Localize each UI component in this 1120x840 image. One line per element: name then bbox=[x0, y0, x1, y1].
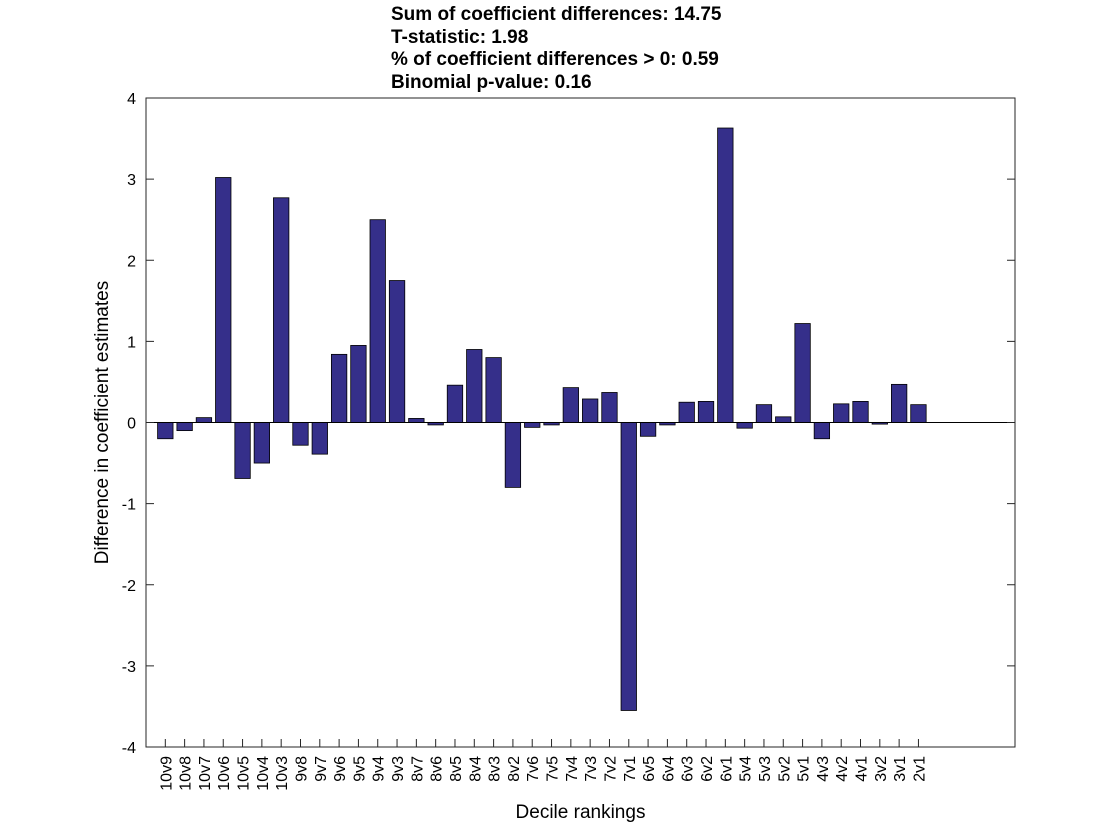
bar-8v2 bbox=[504, 422, 522, 488]
x-tick-label-10v3: 10v3 bbox=[274, 756, 291, 791]
bar-5v1 bbox=[794, 323, 811, 423]
x-tick-label-5v2: 5v2 bbox=[776, 756, 793, 782]
bar-7v6 bbox=[524, 422, 541, 428]
bar-5v3 bbox=[755, 404, 773, 423]
bar-6v5 bbox=[639, 422, 657, 437]
bar-4v1 bbox=[852, 401, 869, 423]
bar-7v4 bbox=[562, 387, 579, 423]
x-tick-label-4v2: 4v2 bbox=[834, 756, 851, 782]
bar-6v1 bbox=[717, 127, 734, 423]
x-tick-label-4v1: 4v1 bbox=[854, 756, 871, 782]
x-tick-label-5v4: 5v4 bbox=[738, 756, 755, 782]
bar-9v3 bbox=[388, 280, 406, 423]
x-tick-label-9v5: 9v5 bbox=[351, 756, 368, 782]
bar-7v2 bbox=[601, 392, 618, 423]
title-line-sum: Sum of coefficient differences: 14.75 bbox=[391, 4, 722, 25]
x-tick-label-7v2: 7v2 bbox=[602, 756, 619, 782]
bar-2v1 bbox=[910, 404, 927, 423]
x-tick-label-5v1: 5v1 bbox=[796, 756, 813, 782]
x-tick-label-8v3: 8v3 bbox=[487, 756, 504, 782]
x-axis-label: Decile rankings bbox=[516, 802, 646, 823]
bar-5v2 bbox=[775, 416, 792, 423]
bar-9v6 bbox=[330, 353, 348, 423]
x-tick-label-6v1: 6v1 bbox=[718, 756, 735, 782]
x-tick-label-7v1: 7v1 bbox=[622, 756, 639, 782]
x-tick-label-9v6: 9v6 bbox=[332, 756, 349, 782]
x-tick-label-9v3: 9v3 bbox=[390, 756, 407, 782]
title-line-percent-positive: % of coefficient differences > 0: 0.59 bbox=[391, 49, 719, 70]
x-tick-label-7v4: 7v4 bbox=[564, 756, 581, 782]
x-tick-label-2v1: 2v1 bbox=[911, 756, 928, 782]
x-tick-label-9v4: 9v4 bbox=[371, 756, 388, 782]
y-tick-label: -2 bbox=[122, 578, 136, 595]
chart-title: Sum of coefficient differences: 14.75 T-… bbox=[391, 4, 722, 93]
bar-7v3 bbox=[582, 398, 599, 423]
bar-10v6 bbox=[215, 177, 232, 423]
bar-5v4 bbox=[736, 422, 753, 429]
y-tick-label: -3 bbox=[122, 659, 136, 676]
x-tick-label-8v6: 8v6 bbox=[429, 756, 446, 782]
bar-8v4 bbox=[466, 349, 483, 423]
x-tick-label-10v7: 10v7 bbox=[197, 756, 214, 791]
x-tick-label-5v3: 5v3 bbox=[757, 756, 774, 782]
bar-8v7 bbox=[408, 418, 425, 423]
bar-10v4 bbox=[253, 422, 270, 464]
x-tick-label-4v3: 4v3 bbox=[815, 756, 832, 782]
y-tick-label: 3 bbox=[127, 172, 136, 189]
x-tick-label-9v8: 9v8 bbox=[293, 756, 310, 782]
x-tick-label-7v6: 7v6 bbox=[525, 756, 542, 782]
bar-9v8 bbox=[292, 422, 309, 446]
bar-9v5 bbox=[350, 345, 367, 423]
x-tick-label-10v5: 10v5 bbox=[236, 756, 253, 791]
bar-10v3 bbox=[273, 197, 290, 423]
bar-7v1 bbox=[620, 422, 637, 711]
y-tick-label: 0 bbox=[127, 416, 136, 433]
x-tick-label-10v9: 10v9 bbox=[158, 756, 175, 791]
x-tick-label-8v7: 8v7 bbox=[409, 756, 426, 782]
bar-10v9 bbox=[157, 422, 174, 440]
y-tick-label: -4 bbox=[122, 740, 136, 757]
x-tick-label-10v6: 10v6 bbox=[216, 756, 233, 791]
bar-10v8 bbox=[176, 422, 193, 432]
bar-6v2 bbox=[697, 401, 715, 423]
y-tick-label: 4 bbox=[127, 91, 136, 108]
x-tick-label-10v8: 10v8 bbox=[178, 756, 195, 791]
bar-6v3 bbox=[678, 401, 695, 423]
x-tick-label-7v3: 7v3 bbox=[583, 756, 600, 782]
x-tick-label-6v2: 6v2 bbox=[699, 756, 716, 782]
title-line-binomial-p: Binomial p-value: 0.16 bbox=[391, 72, 592, 93]
x-tick-label-8v2: 8v2 bbox=[506, 756, 523, 782]
y-tick-label: 2 bbox=[127, 253, 136, 270]
bar-10v7 bbox=[195, 417, 213, 423]
x-tick-label-6v3: 6v3 bbox=[680, 756, 697, 782]
bar-4v2 bbox=[833, 403, 850, 423]
bar-10v5 bbox=[234, 422, 251, 479]
y-axis-ticks: -4 -3 -2 -1 0 1 2 3 4 bbox=[122, 91, 1015, 757]
y-tick-label: 1 bbox=[127, 334, 136, 351]
x-tick-label-9v7: 9v7 bbox=[313, 756, 330, 782]
bar-4v3 bbox=[813, 422, 831, 440]
x-tick-label-10v4: 10v4 bbox=[255, 756, 272, 791]
x-tick-label-8v4: 8v4 bbox=[467, 756, 484, 782]
bar-8v3 bbox=[485, 357, 502, 423]
x-tick-label-6v4: 6v4 bbox=[660, 756, 677, 782]
title-line-t-statistic: T-statistic: 1.98 bbox=[391, 27, 528, 48]
x-tick-label-6v5: 6v5 bbox=[641, 756, 658, 782]
x-tick-label-8v5: 8v5 bbox=[448, 756, 465, 782]
x-tick-label-7v5: 7v5 bbox=[545, 756, 562, 782]
x-tick-label-3v1: 3v1 bbox=[892, 756, 909, 782]
bar-9v7 bbox=[311, 422, 328, 455]
bar-3v1 bbox=[891, 383, 908, 423]
x-tick-label-3v2: 3v2 bbox=[873, 756, 890, 782]
x-axis-tick-labels: 10v9 10v8 10v7 10v6 10v5 10v4 10v3 9v8 9v7 9v6 9v5… bbox=[158, 739, 928, 791]
bar-9v4 bbox=[369, 219, 386, 423]
y-tick-label: -1 bbox=[122, 497, 136, 514]
bar-8v5 bbox=[446, 384, 464, 423]
y-axis-label: Difference in coefficient estimates bbox=[92, 281, 113, 564]
bars bbox=[157, 127, 927, 711]
